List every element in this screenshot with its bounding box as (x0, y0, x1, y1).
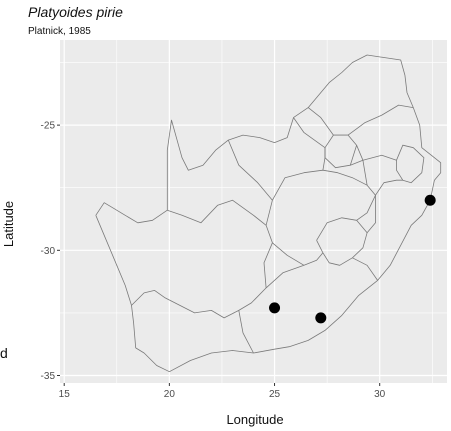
map-subtitle: Platnick, 1985 (28, 26, 91, 37)
cropped-text: d (0, 345, 8, 361)
eastern-cape-boundary (238, 310, 254, 354)
occurrence-point (315, 312, 327, 324)
free-state-south-boundary (272, 242, 305, 266)
y-tick-label: -25 (41, 121, 56, 132)
plot-panel (60, 40, 447, 383)
limpopo-boundary (307, 104, 414, 136)
kzn-west-boundary (366, 195, 376, 234)
x-tick-label: 25 (269, 389, 281, 400)
free-state-boundary (265, 169, 376, 226)
north-west-boundary (227, 139, 273, 201)
lesotho-outline (316, 217, 368, 266)
country-borders (95, 54, 442, 373)
minor-gridlines (60, 40, 447, 383)
x-axis-label: Longitude (226, 412, 283, 427)
x-tick-label: 15 (59, 389, 71, 400)
occurrence-points (269, 194, 436, 324)
y-tick-label: -35 (41, 371, 56, 382)
x-tick-label: 30 (374, 389, 386, 400)
occurrence-point (269, 302, 281, 314)
x-axis-ticks: 15 20 25 30 (59, 383, 386, 400)
northern-cape-boundary (131, 199, 273, 319)
y-axis-label: Latitude (1, 201, 16, 247)
north-west-east-boundary (293, 117, 326, 171)
y-tick-label: -30 (41, 246, 56, 257)
mpumalanga-east-boundary (350, 154, 397, 166)
kzn-boundary (375, 179, 403, 196)
south-africa-outline (95, 54, 442, 373)
map-title: Platyoides pirie (28, 4, 123, 20)
eastern-cape-kzn-boundary (352, 257, 378, 281)
major-gridlines (60, 40, 447, 383)
x-tick-label: 20 (164, 389, 176, 400)
y-axis-ticks: -25 -30 -35 (41, 121, 60, 382)
occurrence-point (424, 194, 436, 206)
eswatini-outline (396, 144, 425, 184)
